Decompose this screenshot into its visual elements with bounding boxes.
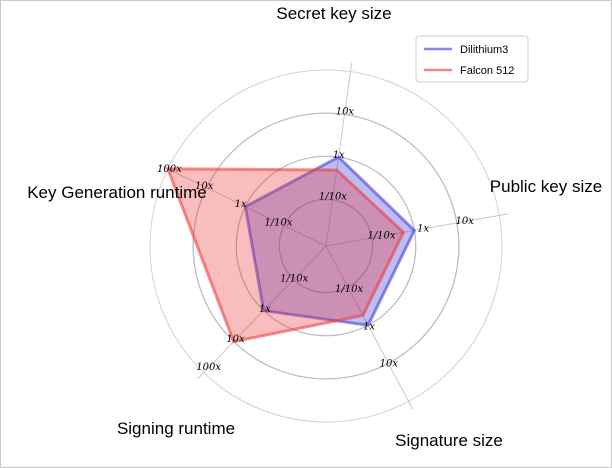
tick-label: 10x xyxy=(336,106,355,117)
axis-label-signature-size: Signature size xyxy=(395,431,503,450)
tick-label: 10x xyxy=(380,359,399,370)
grid-layer xyxy=(149,62,509,423)
axis-spoke xyxy=(159,164,327,247)
tick-label: 10x xyxy=(195,181,214,192)
tick-label: 1/10x xyxy=(280,273,308,284)
grid-ring xyxy=(235,155,417,337)
axis-labels-layer: Secret key size Public key size Signature … xyxy=(27,4,602,450)
tick-label: 10x xyxy=(226,334,245,345)
grid-ring xyxy=(149,69,503,423)
axis-spoke xyxy=(325,62,353,247)
tick-labels-layer: 10x 1x 1/10x 10x 1x 1/10x 10x 1x 1/10x 100x 10x 1x 1… xyxy=(157,106,474,373)
tick-label: 1/10x xyxy=(264,217,292,228)
tick-label: 100x xyxy=(196,362,221,373)
grid-ring xyxy=(192,112,460,380)
tick-label: 1x xyxy=(363,321,375,332)
legend-label-dilithium3: Dilithium3 xyxy=(460,44,508,56)
tick-label: 1x xyxy=(417,223,429,234)
axis-label-secret-key-size: Secret key size xyxy=(276,4,391,23)
grid-ring xyxy=(278,198,374,294)
tick-label: 1/10x xyxy=(319,192,347,203)
series-layer xyxy=(165,155,417,344)
axis-label-signing-runtime: Signing runtime xyxy=(117,419,235,438)
axis-label-public-key-size: Public key size xyxy=(490,177,602,196)
axis-spoke xyxy=(325,245,414,410)
axis-spoke xyxy=(325,213,509,247)
tick-label: 10x xyxy=(456,216,475,227)
tick-label: 1x xyxy=(235,199,247,210)
tick-label: 1/10x xyxy=(367,231,395,242)
series-area-falcon-512 xyxy=(165,167,406,344)
legend: Dilithium3 Falcon 512 xyxy=(415,35,529,83)
legend-label-falcon-512: Falcon 512 xyxy=(460,65,514,77)
series-area-dilithium3 xyxy=(243,155,417,327)
tick-label: 1/10x xyxy=(335,284,363,295)
tick-label: 1x xyxy=(333,150,345,161)
axis-label-key-generation-runtime: Key Generation runtime xyxy=(27,183,207,202)
tick-label: 1x xyxy=(259,304,271,315)
tick-label: 100x xyxy=(157,164,182,175)
axis-spoke xyxy=(197,245,327,380)
